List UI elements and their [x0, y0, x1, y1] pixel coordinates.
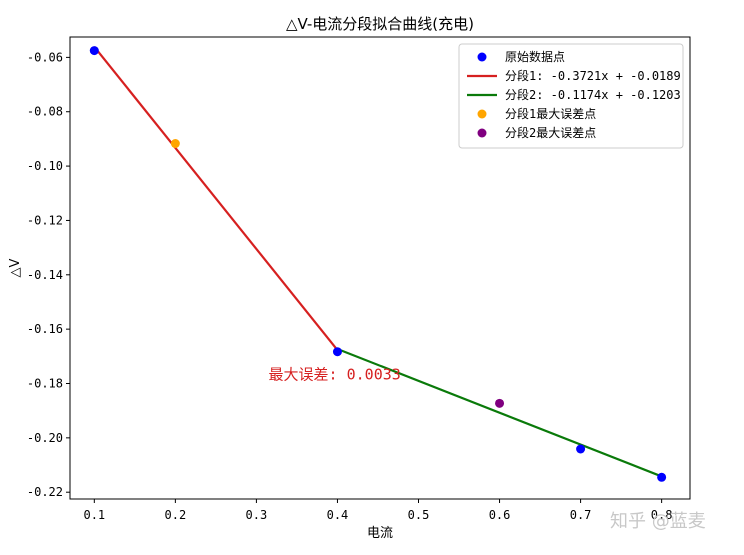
chart-title: △V-电流分段拟合曲线(充电) — [286, 15, 474, 33]
legend-label: 分段1: -0.3721x + -0.0189 — [505, 68, 681, 83]
y-tick-label: -0.08 — [27, 105, 63, 119]
watermark-text: 知乎 @蓝麦 — [610, 511, 706, 532]
legend-point-marker — [477, 52, 487, 62]
legend-point-marker — [477, 109, 487, 119]
plot-area: 最大误差: 0.0033 — [89, 46, 667, 482]
data-point — [495, 398, 505, 408]
data-point — [170, 139, 180, 149]
x-tick-label: 0.7 — [570, 508, 592, 522]
legend-point-marker — [477, 128, 487, 138]
y-tick-label: -0.22 — [27, 485, 63, 499]
legend-label: 分段1最大误差点 — [505, 106, 596, 121]
x-tick-label: 0.2 — [165, 508, 187, 522]
data-point — [657, 472, 667, 482]
x-axis: 0.1 0.2 0.3 0.4 0.5 0.6 0.7 0.8 — [83, 499, 672, 522]
axes-frame — [69, 36, 691, 500]
y-tick-label: -0.14 — [27, 268, 63, 282]
legend-label: 原始数据点 — [505, 49, 565, 64]
data-point — [89, 46, 99, 56]
x-tick-label: 0.6 — [489, 508, 511, 522]
data-point — [332, 347, 342, 357]
data-point — [576, 444, 586, 454]
y-tick-label: -0.10 — [27, 159, 63, 173]
x-tick-label: 0.5 — [408, 508, 430, 522]
annotation-text: 最大误差: 0.0033 — [269, 365, 401, 383]
y-axis-label: △V — [8, 258, 23, 277]
legend-box — [458, 43, 684, 149]
x-axis-label: 电流 — [367, 526, 393, 541]
legend-label: 分段2最大误差点 — [505, 125, 596, 140]
y-tick-label: -0.16 — [27, 322, 63, 336]
series-line-2 — [93, 46, 339, 351]
y-tick-label: -0.18 — [27, 377, 63, 391]
y-axis: -0.06 -0.08 -0.10 -0.12 -0.14 -0.16 -0.18 -0.20… — [27, 50, 70, 499]
x-tick-label: 0.3 — [246, 508, 268, 522]
legend-label: 分段2: -0.1174x + -0.1203 — [505, 87, 681, 102]
y-tick-label: -0.12 — [27, 213, 63, 227]
y-tick-label: -0.20 — [27, 431, 63, 445]
series-line-3 — [337, 347, 663, 478]
x-tick-label: 0.4 — [327, 508, 349, 522]
x-tick-label: 0.8 — [651, 508, 673, 522]
x-tick-label: 0.1 — [83, 508, 105, 522]
y-tick-label: -0.06 — [27, 50, 63, 64]
